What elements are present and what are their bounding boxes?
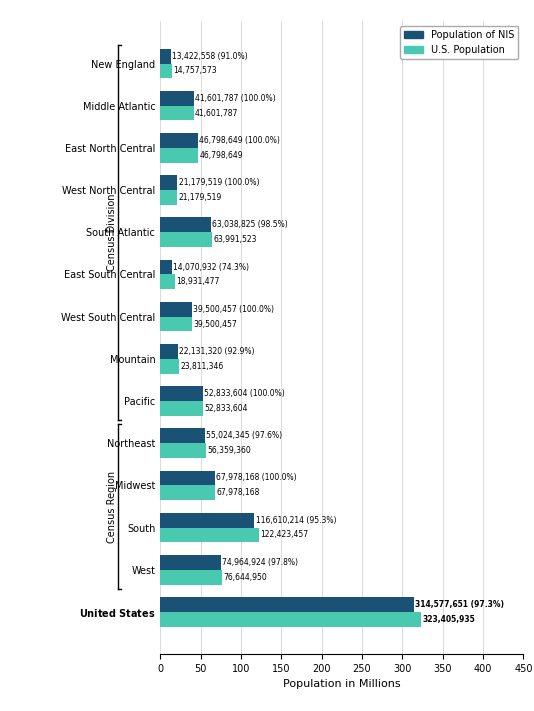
- Text: 23,811,346: 23,811,346: [180, 362, 224, 370]
- Text: 39,500,457: 39,500,457: [193, 319, 237, 328]
- Bar: [160, 513, 254, 528]
- Bar: [160, 401, 203, 416]
- Bar: [160, 486, 215, 500]
- Text: 21,179,519: 21,179,519: [178, 193, 222, 202]
- Text: 18,931,477: 18,931,477: [177, 277, 220, 287]
- Text: 323,405,935: 323,405,935: [422, 615, 475, 624]
- Text: 63,991,523: 63,991,523: [213, 235, 256, 244]
- Bar: [160, 386, 203, 401]
- Bar: [160, 302, 192, 316]
- Text: 122,423,457: 122,423,457: [260, 530, 308, 540]
- Text: 46,798,649 (100.0%): 46,798,649 (100.0%): [199, 136, 280, 145]
- Text: Census Division: Census Division: [107, 193, 116, 271]
- Text: 67,978,168: 67,978,168: [216, 488, 260, 497]
- Text: 63,038,825 (98.5%): 63,038,825 (98.5%): [213, 220, 288, 230]
- Bar: [160, 359, 179, 373]
- Bar: [160, 612, 421, 626]
- Text: 41,601,787: 41,601,787: [195, 109, 238, 117]
- Bar: [160, 471, 215, 486]
- Text: 55,024,345 (97.6%): 55,024,345 (97.6%): [206, 432, 282, 440]
- Text: 22,131,320 (92.9%): 22,131,320 (92.9%): [179, 347, 255, 356]
- Bar: [160, 443, 206, 458]
- Bar: [160, 274, 176, 289]
- Text: 76,644,950: 76,644,950: [223, 572, 267, 582]
- Text: 52,833,604: 52,833,604: [204, 404, 248, 413]
- X-axis label: Population in Millions: Population in Millions: [283, 680, 400, 690]
- Text: 116,610,214 (95.3%): 116,610,214 (95.3%): [255, 515, 336, 525]
- Bar: [160, 344, 178, 359]
- Text: 52,833,604 (100.0%): 52,833,604 (100.0%): [204, 389, 285, 398]
- Text: 41,601,787 (100.0%): 41,601,787 (100.0%): [195, 94, 276, 103]
- Bar: [160, 528, 259, 542]
- Bar: [160, 232, 212, 247]
- Bar: [160, 106, 194, 120]
- Text: 314,577,651 (97.3%): 314,577,651 (97.3%): [415, 600, 504, 609]
- Bar: [160, 133, 198, 148]
- Text: 13,422,558 (91.0%): 13,422,558 (91.0%): [172, 52, 248, 60]
- Text: 14,757,573: 14,757,573: [174, 66, 217, 75]
- Bar: [160, 218, 211, 232]
- Bar: [160, 429, 205, 443]
- Text: 46,798,649: 46,798,649: [199, 151, 243, 160]
- Bar: [160, 176, 177, 190]
- Text: 21,179,519 (100.0%): 21,179,519 (100.0%): [178, 178, 259, 187]
- Bar: [160, 49, 171, 63]
- Bar: [160, 597, 414, 612]
- Bar: [160, 570, 222, 584]
- Bar: [160, 316, 192, 331]
- Text: Census Region: Census Region: [107, 471, 116, 542]
- Text: 39,500,457 (100.0%): 39,500,457 (100.0%): [193, 305, 274, 314]
- Text: 74,964,924 (97.8%): 74,964,924 (97.8%): [222, 558, 298, 567]
- Legend: Population of NIS, U.S. Population: Population of NIS, U.S. Population: [400, 26, 519, 59]
- Bar: [160, 91, 194, 106]
- Bar: [160, 260, 171, 274]
- Text: 14,070,932 (74.3%): 14,070,932 (74.3%): [173, 262, 249, 272]
- Text: 56,359,360: 56,359,360: [207, 446, 250, 455]
- Bar: [160, 190, 177, 205]
- Text: 67,978,168 (100.0%): 67,978,168 (100.0%): [216, 474, 297, 483]
- Bar: [160, 148, 198, 163]
- Bar: [160, 63, 172, 78]
- Bar: [160, 555, 221, 570]
